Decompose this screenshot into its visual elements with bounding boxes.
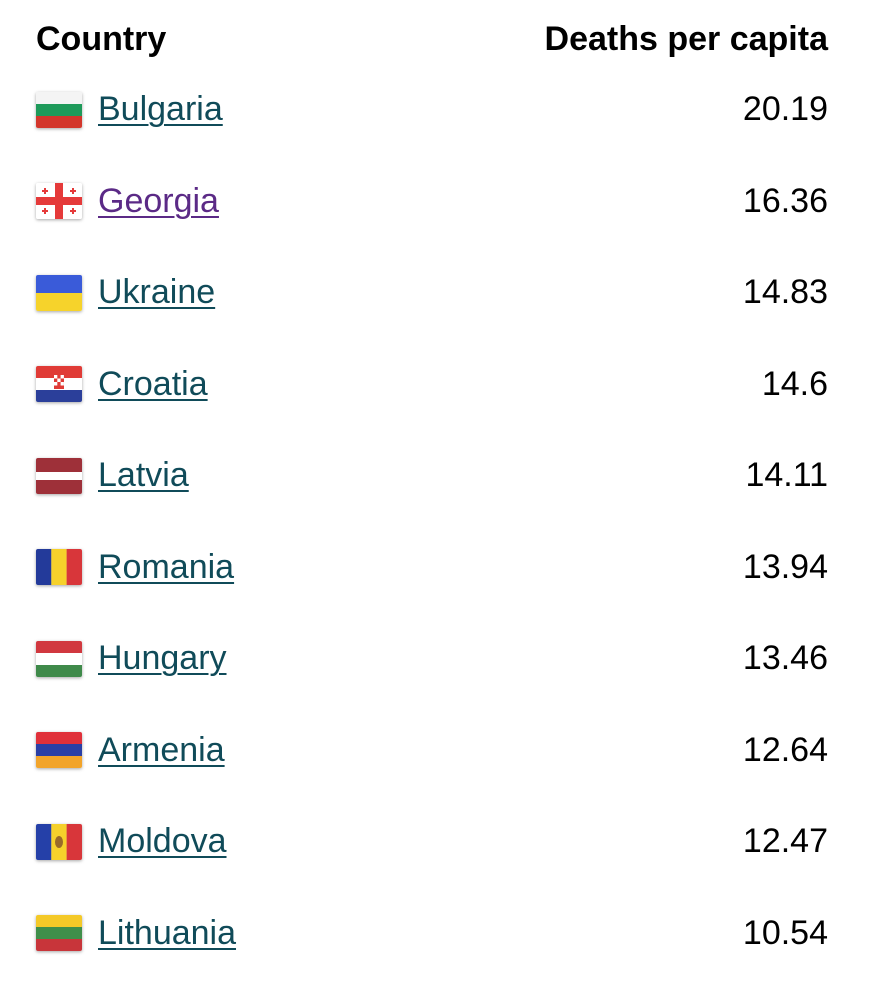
deaths-per-capita-table: Country Deaths per capita Bulgaria 20.19… [36, 14, 828, 979]
georgia-flag-icon [36, 183, 82, 220]
country-cell: Croatia [36, 365, 208, 404]
hungary-flag-icon [36, 640, 82, 677]
deaths-value: 14.6 [761, 364, 828, 403]
country-cell: Romania [36, 548, 234, 587]
country-cell: Georgia [36, 182, 219, 221]
country-cell: Lithuania [36, 914, 236, 953]
table-row: Moldova 12.47 [36, 796, 828, 888]
latvia-flag-icon [36, 457, 82, 494]
table-row: Bulgaria 20.19 [36, 64, 828, 156]
table-row: Hungary 13.46 [36, 613, 828, 705]
table-row: Georgia 16.36 [36, 156, 828, 248]
country-link-bulgaria[interactable]: Bulgaria [98, 90, 223, 129]
table-row: Latvia 14.11 [36, 430, 828, 522]
country-cell: Bulgaria [36, 90, 223, 129]
country-link-lithuania[interactable]: Lithuania [98, 913, 237, 952]
country-link-armenia[interactable]: Armenia [98, 730, 225, 769]
table-header: Country Deaths per capita [36, 14, 828, 64]
country-column-header: Country [36, 19, 167, 58]
table-row: Ukraine 14.83 [36, 247, 828, 339]
ukraine-flag-icon [36, 274, 82, 311]
table-row: Armenia 12.64 [36, 705, 828, 797]
deaths-value: 12.64 [742, 730, 828, 769]
deaths-value: 13.94 [742, 547, 828, 586]
table-row: Lithuania 10.54 [36, 888, 828, 980]
country-cell: Hungary [36, 639, 227, 678]
deaths-value: 14.11 [745, 456, 828, 495]
deaths-value: 10.54 [742, 913, 828, 952]
deaths-value: 20.19 [742, 90, 828, 129]
deaths-value: 12.47 [742, 822, 828, 861]
country-link-moldova[interactable]: Moldova [98, 822, 227, 861]
table-row: Romania 13.94 [36, 522, 828, 614]
country-link-georgia[interactable]: Georgia [98, 181, 219, 220]
deaths-value: 13.46 [742, 639, 828, 678]
table-row: Croatia 14.6 [36, 339, 828, 431]
country-link-ukraine[interactable]: Ukraine [98, 273, 216, 312]
country-cell: Armenia [36, 731, 225, 770]
moldova-flag-icon [36, 823, 82, 860]
bulgaria-flag-icon [36, 91, 82, 128]
croatia-flag-icon [36, 366, 82, 403]
deaths-value: 14.83 [742, 273, 828, 312]
country-link-croatia[interactable]: Croatia [98, 364, 208, 403]
country-link-latvia[interactable]: Latvia [98, 456, 189, 495]
lithuania-flag-icon [36, 915, 82, 952]
country-link-romania[interactable]: Romania [98, 547, 235, 586]
armenia-flag-icon [36, 732, 82, 769]
country-cell: Latvia [36, 456, 189, 495]
deaths-value: 16.36 [742, 181, 828, 220]
romania-flag-icon [36, 549, 82, 586]
country-cell: Ukraine [36, 273, 215, 312]
country-link-hungary[interactable]: Hungary [98, 639, 227, 678]
country-cell: Moldova [36, 822, 227, 861]
deaths-per-capita-column-header: Deaths per capita [544, 19, 828, 58]
